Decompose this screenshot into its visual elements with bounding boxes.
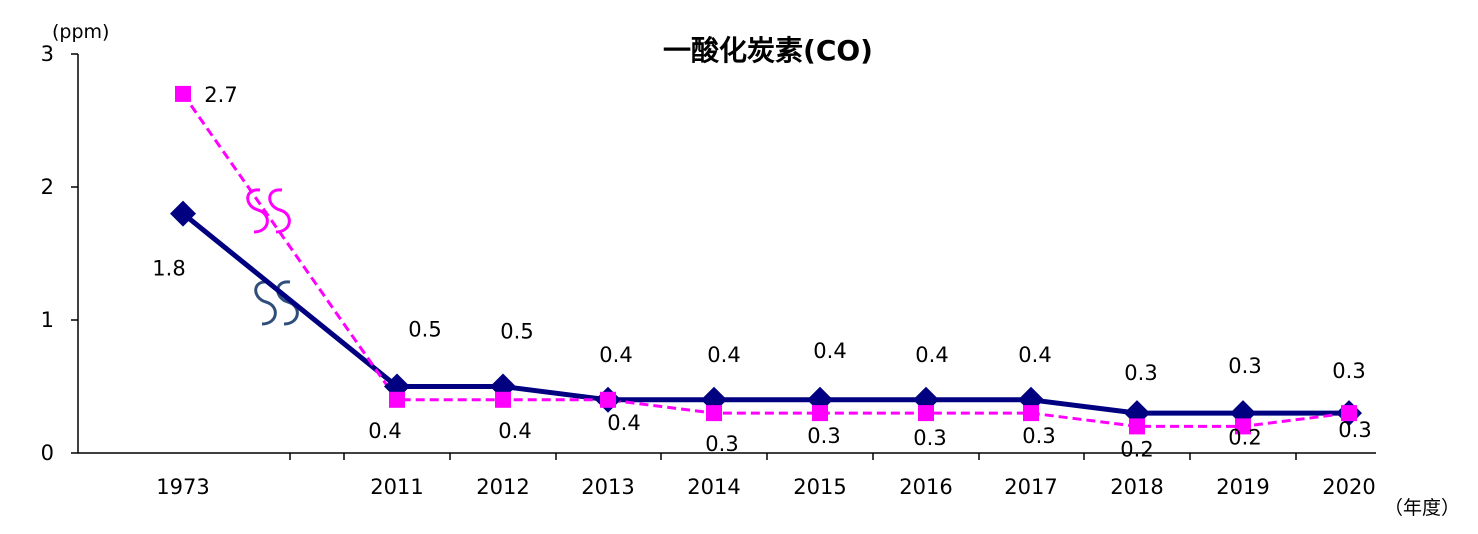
x-tick-label: 2020 — [1322, 475, 1375, 499]
series-1-data-label: 0.5 — [500, 320, 533, 344]
series-1-data-label: 0.5 — [408, 318, 441, 342]
axis-break-stroke — [276, 280, 299, 326]
series-2-data-label: 0.3 — [1022, 424, 1055, 448]
series-2-data-label: 0.3 — [807, 424, 840, 448]
axis-break-stroke — [268, 188, 291, 234]
series-1-data-label: 0.3 — [1124, 361, 1157, 385]
x-tick-label: 1973 — [156, 475, 209, 499]
series-2-marker — [1341, 405, 1357, 422]
series-2-data-label: 0.3 — [913, 426, 946, 450]
y-tick-label: 3 — [41, 42, 54, 66]
series-2-marker — [918, 405, 934, 422]
x-tick-label: 2012 — [476, 475, 529, 499]
y-tick-label: 0 — [41, 441, 54, 465]
series-2-data-label: 0.3 — [705, 432, 738, 456]
series-1-marker — [170, 200, 196, 227]
axes: 0 1 2 3 1973 2011 2012 2013 2014 2015 2016 2017 2018… — [41, 42, 1376, 499]
series-2-marker — [175, 85, 191, 102]
axis-break-stroke — [246, 188, 269, 234]
series-line-1 — [181, 211, 1349, 416]
axis-break-icon — [254, 280, 299, 326]
series-line-2 — [181, 93, 1350, 428]
series-2-marker — [706, 405, 722, 422]
x-unit-label: （年度） — [1384, 497, 1460, 519]
series-2-marker — [1023, 405, 1039, 422]
series-2-data-label: 2.7 — [204, 83, 237, 107]
x-tick-label: 2011 — [370, 475, 423, 499]
series-1-data-label: 0.4 — [915, 343, 948, 367]
series-2-data-label: 0.2 — [1228, 425, 1261, 449]
plot-area: 1.8 0.5 0.5 0.4 0.4 0.4 0.4 0.4 0.3 0.3 0.3 2.7 0.4 0… — [152, 83, 1371, 461]
x-tick-label: 2016 — [899, 475, 952, 499]
series-1-data-label: 0.4 — [813, 339, 846, 363]
series-2-data-label: 0.4 — [607, 411, 640, 435]
axis-break-stroke — [254, 280, 277, 326]
series-1-data-label: 0.3 — [1332, 359, 1365, 383]
series-2-marker — [812, 405, 828, 422]
x-tick-label: 2014 — [687, 475, 740, 499]
series-2-data-label: 0.4 — [498, 419, 531, 443]
x-tick-label: 2018 — [1110, 475, 1163, 499]
x-tick-label: 2015 — [793, 475, 846, 499]
series-1-data-label: 1.8 — [152, 257, 185, 281]
x-tick-label: 2013 — [581, 475, 634, 499]
series-2-marker — [1129, 418, 1145, 435]
series-1-data-label: 0.4 — [707, 343, 740, 367]
chart-title: 一酸化炭素(CO) — [663, 34, 873, 67]
y-tick-label: 1 — [41, 308, 54, 332]
x-tick-label: 2017 — [1004, 475, 1057, 499]
series-2-marker — [600, 391, 616, 408]
series-2-data-label: 0.3 — [1338, 418, 1371, 442]
series-2-marker — [389, 391, 405, 408]
y-tick-label: 2 — [41, 175, 54, 199]
axis-break-gap — [247, 269, 303, 333]
axis-break-marks — [246, 179, 303, 333]
x-tick-label: 2019 — [1216, 475, 1269, 499]
axis-break-icon — [246, 188, 291, 234]
series-2-marker — [1235, 418, 1251, 435]
series-1-data-label: 0.4 — [1018, 343, 1051, 367]
series-1-data-label: 0.3 — [1228, 354, 1261, 378]
series-2-data-label: 0.4 — [368, 419, 401, 443]
series-1-data-label: 0.4 — [599, 343, 632, 367]
series-2-marker — [495, 391, 511, 408]
series-2-data-label: 0.2 — [1120, 437, 1153, 461]
y-unit-label: (ppm) — [52, 21, 109, 43]
